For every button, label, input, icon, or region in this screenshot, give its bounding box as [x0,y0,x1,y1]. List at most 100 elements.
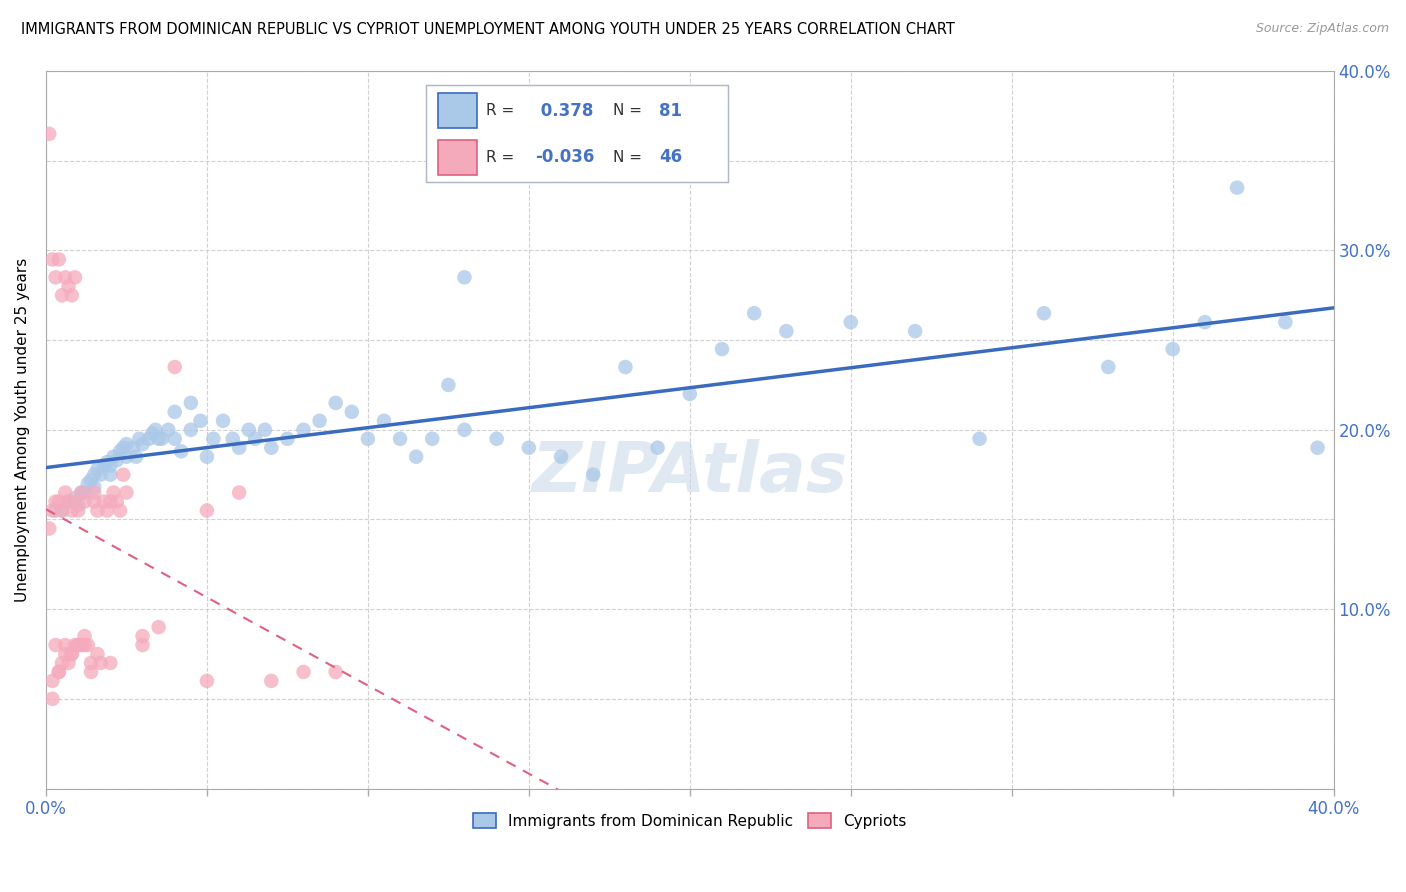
Point [1306,441,1329,455]
Point [41,691,63,706]
Text: ZIPAtlas: ZIPAtlas [531,440,848,507]
Point [405,450,427,464]
Point [582,467,605,482]
Point [679,387,702,401]
Point [60,288,83,302]
Point [839,315,862,329]
Point [112,467,135,482]
Point [98,467,121,482]
Point [276,432,298,446]
Point [775,324,797,338]
Point [73,629,96,643]
Point [141,426,163,441]
Point [53,647,76,661]
Point [131,629,153,643]
Point [138,432,160,446]
Point [145,423,167,437]
Point [1161,342,1184,356]
Point [253,423,276,437]
Point [260,673,283,688]
Point [115,437,138,451]
Point [180,396,202,410]
Point [292,665,315,679]
Point [41,673,63,688]
Point [180,423,202,437]
Point [1226,180,1249,194]
Point [70,638,93,652]
Point [212,414,235,428]
Point [76,476,98,491]
Point [41,503,63,517]
Point [58,494,80,508]
Point [157,423,180,437]
Point [150,432,173,446]
Point [292,423,315,437]
Point [308,414,330,428]
Point [202,432,225,446]
Point [517,441,540,455]
Point [105,494,128,508]
Point [357,432,380,446]
Point [260,441,283,455]
Point [58,656,80,670]
Point [80,665,103,679]
Point [98,458,121,473]
Point [647,441,669,455]
Point [45,638,67,652]
Point [131,437,153,451]
Point [51,503,73,517]
Point [389,432,412,446]
Point [83,485,105,500]
Point [73,485,96,500]
Point [195,450,218,464]
Point [485,432,508,446]
Point [105,453,128,467]
Point [98,494,121,508]
Point [58,279,80,293]
Point [125,450,148,464]
Point [63,494,86,508]
Text: Source: ZipAtlas.com: Source: ZipAtlas.com [1256,22,1389,36]
Point [1274,315,1296,329]
Point [96,455,118,469]
Point [325,396,347,410]
Point [122,441,145,455]
Point [103,485,125,500]
Point [190,414,212,428]
Point [131,638,153,652]
Point [550,450,572,464]
Point [195,673,218,688]
Point [45,270,67,285]
Point [67,638,90,652]
Point [195,503,218,517]
Point [1032,306,1054,320]
Point [711,342,734,356]
Point [53,638,76,652]
Point [38,521,60,535]
Point [73,494,96,508]
Point [48,252,70,267]
Point [73,638,96,652]
Point [904,324,927,338]
Point [83,494,105,508]
Point [228,485,250,500]
Point [63,491,86,505]
Point [41,252,63,267]
Point [420,432,443,446]
Point [51,288,73,302]
Legend: Immigrants from Dominican Republic, Cypriots: Immigrants from Dominican Republic, Cypr… [467,806,912,835]
Point [163,432,186,446]
Point [48,494,70,508]
Point [86,462,108,476]
Point [115,450,138,464]
Point [60,647,83,661]
Point [63,638,86,652]
Point [453,423,475,437]
Point [96,503,118,517]
Point [112,441,135,455]
Point [90,467,112,482]
Point [70,485,93,500]
Point [63,270,86,285]
Point [58,494,80,508]
Point [67,498,90,512]
